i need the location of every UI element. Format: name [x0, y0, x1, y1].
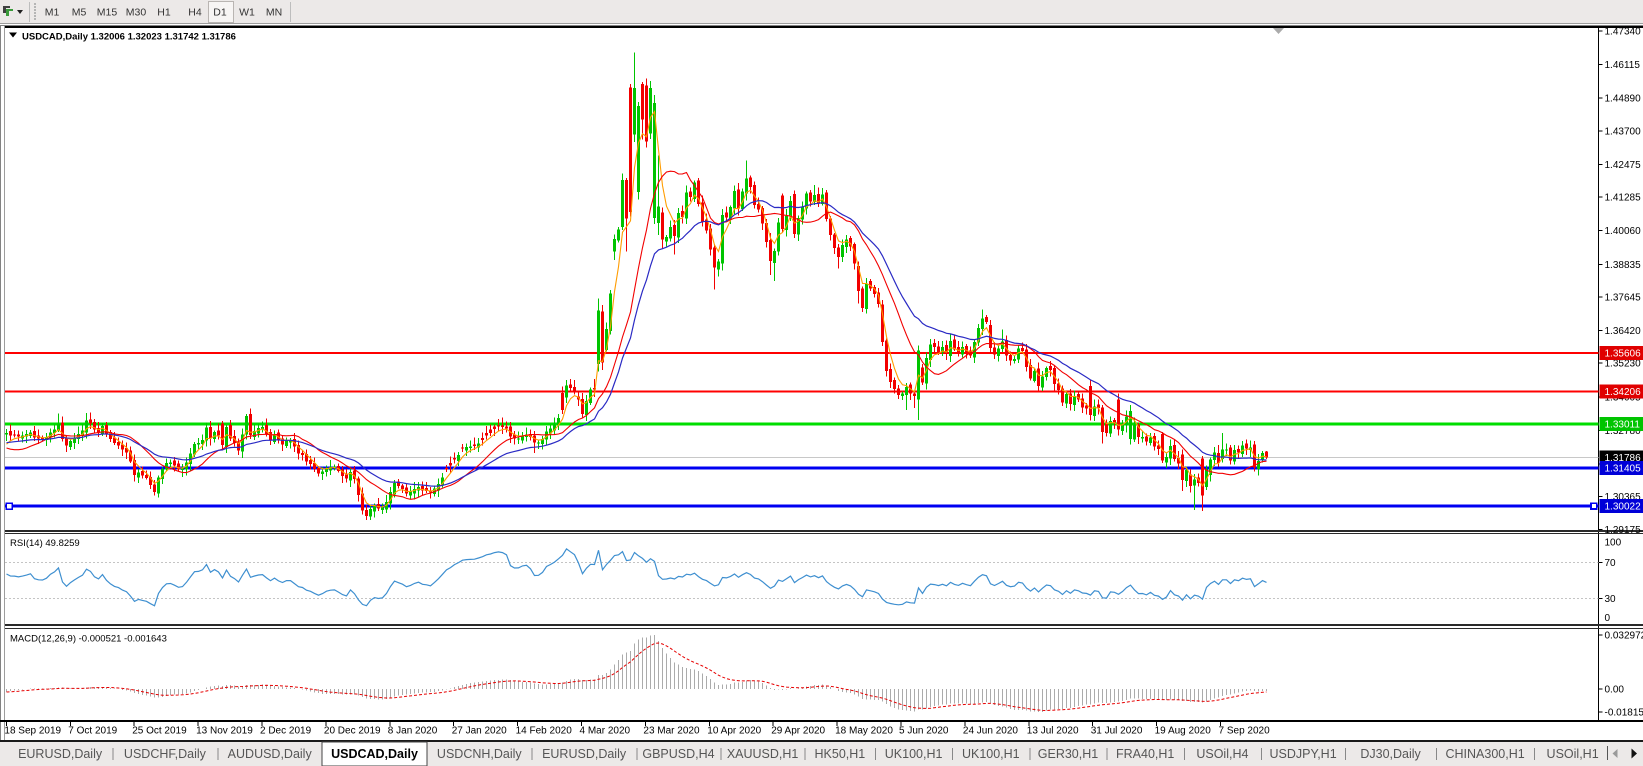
svg-text:GBPUSD,H4: GBPUSD,H4	[642, 747, 714, 761]
svg-text:30: 30	[1605, 594, 1617, 605]
svg-text:M5: M5	[72, 7, 87, 19]
svg-text:M30: M30	[126, 7, 147, 19]
svg-text:18 May 2020: 18 May 2020	[835, 726, 893, 737]
svg-text:1.30365: 1.30365	[1605, 492, 1642, 503]
svg-text:14 Feb 2020: 14 Feb 2020	[516, 726, 573, 737]
svg-text:1.38835: 1.38835	[1605, 260, 1642, 271]
svg-text:EURUSD,Daily: EURUSD,Daily	[542, 747, 627, 761]
svg-text:D1: D1	[213, 7, 227, 19]
svg-text:1.32780: 1.32780	[1605, 426, 1642, 437]
svg-text:1.34206: 1.34206	[1605, 387, 1642, 398]
svg-text:100: 100	[1605, 538, 1622, 549]
svg-text:10 Apr 2020: 10 Apr 2020	[707, 726, 761, 737]
svg-text:EURUSD,Daily: EURUSD,Daily	[18, 747, 103, 761]
svg-text:29 Apr 2020: 29 Apr 2020	[771, 726, 825, 737]
svg-text:25 Oct 2019: 25 Oct 2019	[132, 726, 187, 737]
svg-text:USDCAD,Daily 1.32006 1.32023: USDCAD,Daily 1.32006 1.32023 1.31742 1.3…	[22, 32, 236, 43]
svg-text:H4: H4	[188, 7, 202, 19]
svg-text:-0.018154: -0.018154	[1605, 708, 1643, 719]
svg-text:1.33011: 1.33011	[1605, 420, 1641, 431]
svg-text:XAUUSD,H1: XAUUSD,H1	[727, 747, 799, 761]
svg-text:20 Dec 2019: 20 Dec 2019	[324, 726, 381, 737]
svg-text:1.30022: 1.30022	[1605, 502, 1642, 513]
svg-text:1.42475: 1.42475	[1605, 160, 1642, 171]
svg-text:23 Mar 2020: 23 Mar 2020	[643, 726, 700, 737]
svg-text:1.47340: 1.47340	[1605, 27, 1642, 38]
svg-text:24 Jun 2020: 24 Jun 2020	[963, 726, 1018, 737]
svg-text:1.44890: 1.44890	[1605, 94, 1642, 105]
svg-text:1.35230: 1.35230	[1605, 359, 1642, 370]
svg-text:4 Mar 2020: 4 Mar 2020	[580, 726, 631, 737]
svg-text:AUDUSD,Daily: AUDUSD,Daily	[228, 747, 313, 761]
svg-text:CHINA300,H1: CHINA300,H1	[1445, 747, 1524, 761]
svg-text:M1: M1	[45, 7, 60, 19]
svg-text:70: 70	[1605, 558, 1617, 569]
svg-text:HK50,H1: HK50,H1	[815, 747, 866, 761]
svg-text:27 Jan 2020: 27 Jan 2020	[452, 726, 507, 737]
svg-text:UK100,H1: UK100,H1	[885, 747, 943, 761]
svg-text:5 Jun 2020: 5 Jun 2020	[899, 726, 949, 737]
svg-text:H1: H1	[157, 7, 171, 19]
svg-text:MACD(12,26,9) -0.000521 -0.001: MACD(12,26,9) -0.000521 -0.001643	[10, 634, 167, 645]
svg-text:1.43700: 1.43700	[1605, 126, 1642, 137]
svg-text:M15: M15	[97, 7, 118, 19]
svg-text:7 Sep 2020: 7 Sep 2020	[1219, 726, 1271, 737]
svg-text:USDCHF,Daily: USDCHF,Daily	[124, 747, 207, 761]
svg-text:0: 0	[1605, 613, 1611, 624]
svg-text:FRA40,H1: FRA40,H1	[1116, 747, 1174, 761]
svg-text:USDJPY,H1: USDJPY,H1	[1270, 747, 1337, 761]
svg-text:USDCNH,Daily: USDCNH,Daily	[437, 747, 522, 761]
svg-text:1.41285: 1.41285	[1605, 193, 1642, 204]
svg-text:13 Nov 2019: 13 Nov 2019	[196, 726, 253, 737]
svg-text:1.46115: 1.46115	[1605, 60, 1641, 71]
svg-text:0.00: 0.00	[1605, 685, 1625, 696]
svg-text:1.36420: 1.36420	[1605, 326, 1642, 337]
svg-text:UK100,H1: UK100,H1	[962, 747, 1020, 761]
svg-text:8 Jan 2020: 8 Jan 2020	[388, 726, 438, 737]
svg-text:1.37645: 1.37645	[1605, 293, 1642, 304]
svg-text:1.40060: 1.40060	[1605, 226, 1642, 237]
svg-text:19 Aug 2020: 19 Aug 2020	[1155, 726, 1212, 737]
svg-text:1.31405: 1.31405	[1605, 464, 1642, 475]
svg-text:USDCAD,Daily: USDCAD,Daily	[331, 747, 418, 761]
svg-text:DJ30,Daily: DJ30,Daily	[1360, 747, 1421, 761]
svg-text:USOil,H4: USOil,H4	[1196, 747, 1248, 761]
svg-text:MN: MN	[266, 7, 282, 19]
svg-text:1.35606: 1.35606	[1605, 348, 1642, 359]
svg-text:RSI(14) 49.8259: RSI(14) 49.8259	[10, 538, 80, 549]
svg-text:31 Jul 2020: 31 Jul 2020	[1091, 726, 1143, 737]
svg-text:2 Dec 2019: 2 Dec 2019	[260, 726, 312, 737]
svg-text:W1: W1	[239, 7, 255, 19]
svg-text:13 Jul 2020: 13 Jul 2020	[1027, 726, 1079, 737]
svg-text:USOil,H1: USOil,H1	[1547, 747, 1599, 761]
svg-text:1.29175: 1.29175	[1605, 525, 1642, 536]
svg-text:GER30,H1: GER30,H1	[1038, 747, 1098, 761]
svg-text:7 Oct 2019: 7 Oct 2019	[68, 726, 117, 737]
svg-text:1.31786: 1.31786	[1605, 453, 1642, 464]
svg-text:0.032972: 0.032972	[1605, 631, 1643, 642]
svg-text:18 Sep 2019: 18 Sep 2019	[4, 726, 61, 737]
